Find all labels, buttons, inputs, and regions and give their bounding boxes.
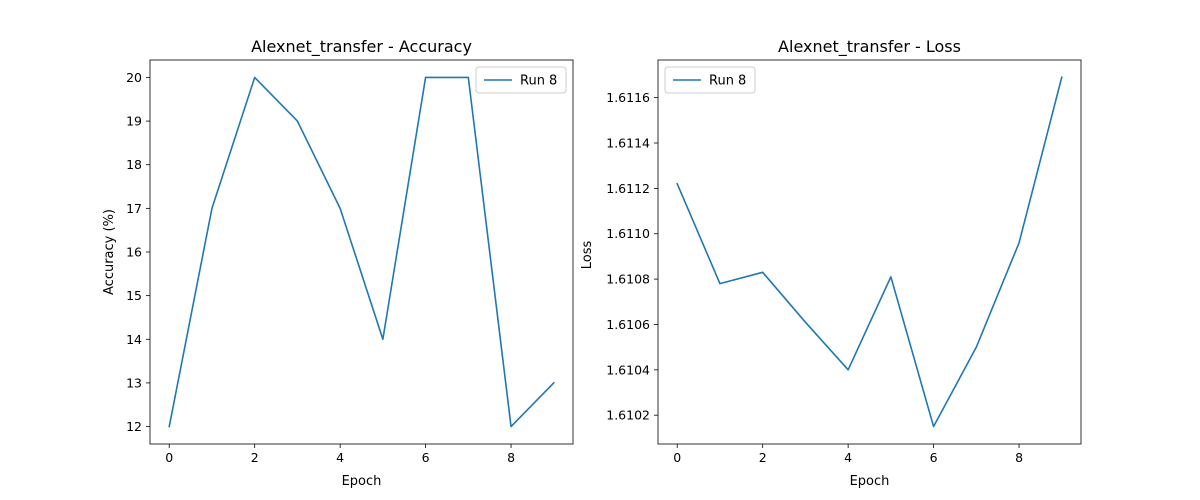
accuracy-chart-title: Alexnet_transfer - Accuracy [251, 37, 472, 57]
loss-x-axis-label: Epoch [850, 474, 890, 489]
accuracy-legend-box [475, 66, 567, 94]
loss-x-tick-label: 0 [673, 450, 681, 465]
loss-y-tick-label: 1.6102 [606, 408, 650, 423]
accuracy-x-tick-label: 0 [165, 450, 173, 465]
loss-legend: Run 8 [664, 66, 756, 94]
loss-chart-title: Alexnet_transfer - Loss [778, 37, 961, 57]
accuracy-x-tick-label: 2 [251, 450, 259, 465]
accuracy-y-tick-label: 18 [126, 157, 142, 172]
accuracy-legend: Run 8 [475, 66, 567, 94]
loss-y-tick-label: 1.6106 [606, 317, 650, 332]
loss-axes-frame [657, 59, 1082, 445]
loss-x-tick-label: 8 [1015, 450, 1023, 465]
accuracy-x-tick-label: 4 [336, 450, 344, 465]
loss-y-tick-label: 1.6116 [606, 90, 650, 105]
accuracy-x-axis-label: Epoch [342, 474, 382, 489]
loss-legend-box [664, 66, 756, 94]
loss-y-tick-label: 1.6108 [606, 272, 650, 287]
accuracy-legend-label: Run 8 [520, 74, 557, 89]
accuracy-y-tick-label: 13 [126, 375, 142, 390]
accuracy-y-tick-label: 12 [126, 419, 142, 434]
loss-legend-label: Run 8 [709, 74, 746, 89]
loss-y-tick-label: 1.6110 [606, 226, 650, 241]
loss-y-tick-label: 1.6104 [606, 362, 650, 377]
accuracy-x-tick-label: 6 [422, 450, 430, 465]
accuracy-y-tick-label: 14 [126, 332, 142, 347]
accuracy-y-axis-label: Accuracy (%) [102, 209, 117, 295]
loss-subplot: Alexnet_transfer - Loss Epoch Loss 0 2 4 6 8… [580, 37, 1082, 489]
loss-series-line [676, 76, 1063, 428]
loss-y-tick-label: 1.6114 [606, 136, 650, 151]
loss-x-tick-label: 4 [844, 450, 852, 465]
accuracy-y-tick-label: 15 [126, 288, 142, 303]
accuracy-x-tick-label: 8 [507, 450, 515, 465]
accuracy-series-line [168, 76, 555, 428]
accuracy-y-tick-label: 19 [126, 114, 142, 129]
accuracy-y-tick-label: 16 [126, 245, 142, 260]
accuracy-y-tick-label: 17 [126, 201, 142, 216]
accuracy-subplot: Alexnet_transfer - Accuracy Epoch Accura… [102, 37, 574, 489]
loss-x-tick-label: 6 [930, 450, 938, 465]
loss-y-axis-label: Loss [580, 241, 595, 270]
loss-y-tick-label: 1.6112 [606, 181, 650, 196]
accuracy-y-tick-label: 20 [126, 70, 142, 85]
loss-x-tick-label: 2 [759, 450, 767, 465]
